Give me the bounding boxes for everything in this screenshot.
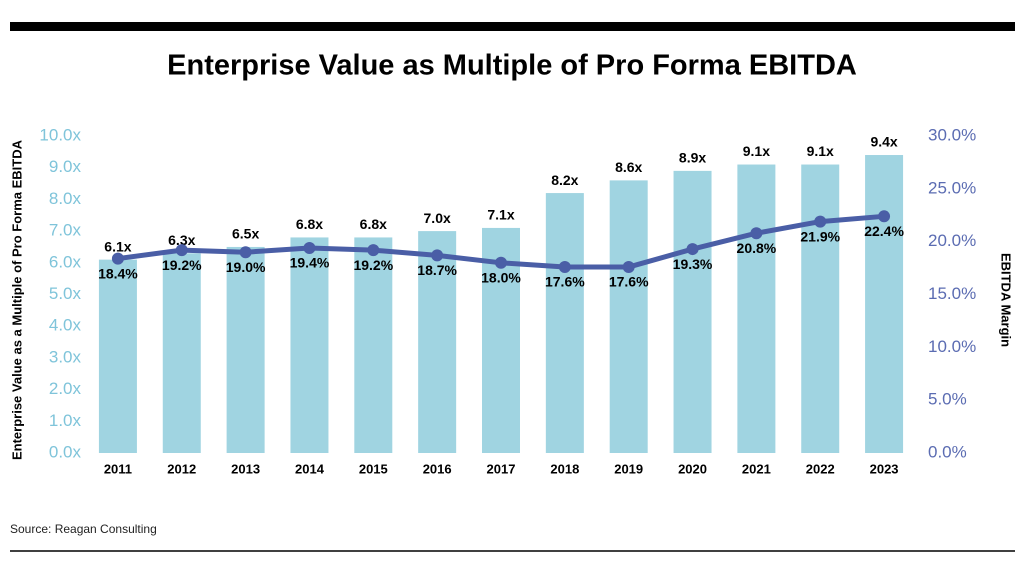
x-tick-label: 2013 xyxy=(231,461,260,476)
source-note: Source: Reagan Consulting xyxy=(10,522,157,536)
bar-value-label: 8.9x xyxy=(679,150,706,166)
y2-tick-label: 30.0% xyxy=(928,125,976,144)
bar-value-label: 6.8x xyxy=(360,216,387,232)
x-tick-label: 2018 xyxy=(550,461,579,476)
y2-tick-label: 10.0% xyxy=(928,337,976,356)
bar xyxy=(545,193,584,453)
y-tick-label: 8.0x xyxy=(49,189,82,208)
bar xyxy=(609,180,648,453)
bar-value-label: 6.3x xyxy=(168,232,195,248)
x-tick-label: 2020 xyxy=(678,461,707,476)
y2-tick-label: 0.0% xyxy=(928,442,967,461)
line-value-label: 18.4% xyxy=(98,265,138,281)
y-tick-label: 2.0x xyxy=(49,379,82,398)
bar-value-label: 7.1x xyxy=(487,207,514,223)
x-tick-label: 2012 xyxy=(167,461,196,476)
line-point xyxy=(814,215,827,228)
y-tick-label: 9.0x xyxy=(49,157,82,176)
line-value-label: 19.2% xyxy=(162,257,202,273)
y-tick-label: 1.0x xyxy=(49,411,82,430)
bar xyxy=(162,253,201,453)
y-axis-title: Enterprise Value as a Multiple of Pro Fo… xyxy=(9,139,24,460)
line-point xyxy=(239,246,252,259)
bar xyxy=(418,231,457,453)
x-tick-label: 2023 xyxy=(870,461,899,476)
y-tick-label: 10.0x xyxy=(39,125,81,144)
line-value-label: 21.9% xyxy=(800,228,840,244)
x-tick-label: 2016 xyxy=(423,461,452,476)
top-rule xyxy=(10,22,1015,31)
y2-tick-label: 15.0% xyxy=(928,284,976,303)
y-tick-label: 0.0x xyxy=(49,442,82,461)
y2-tick-label: 25.0% xyxy=(928,178,976,197)
bar xyxy=(801,164,840,453)
line-point xyxy=(686,243,699,256)
y-tick-label: 6.0x xyxy=(49,252,82,271)
line-point xyxy=(622,261,635,274)
y-tick-label: 3.0x xyxy=(49,347,82,366)
line-point xyxy=(431,249,444,262)
bar-value-label: 6.1x xyxy=(104,238,131,254)
line-value-label: 17.6% xyxy=(545,274,585,290)
y-tick-label: 5.0x xyxy=(49,284,82,303)
x-tick-label: 2011 xyxy=(104,461,132,476)
line-value-label: 19.4% xyxy=(290,255,330,271)
x-tick-label: 2021 xyxy=(742,461,771,476)
x-tick-label: 2017 xyxy=(487,461,516,476)
bar-value-label: 8.2x xyxy=(551,172,578,188)
bar xyxy=(737,164,776,453)
bar xyxy=(673,170,712,453)
line-value-label: 20.8% xyxy=(737,240,777,256)
y-tick-label: 4.0x xyxy=(49,316,82,335)
chart-title: Enterprise Value as Multiple of Pro Form… xyxy=(167,50,857,82)
bar xyxy=(290,237,329,453)
bar xyxy=(354,237,393,453)
y-tick-label: 7.0x xyxy=(49,221,82,240)
line-value-label: 18.0% xyxy=(481,270,521,286)
line-point xyxy=(558,261,571,274)
line-point xyxy=(750,227,763,240)
bar-value-label: 9.4x xyxy=(870,134,897,150)
bar-value-label: 9.1x xyxy=(807,143,834,159)
bar xyxy=(98,259,137,453)
bar-value-label: 6.5x xyxy=(232,226,259,242)
line-point xyxy=(495,256,507,269)
y2-tick-label: 5.0% xyxy=(928,390,967,409)
line-value-label: 19.2% xyxy=(353,257,393,273)
bar-value-label: 7.0x xyxy=(424,210,451,226)
line-value-label: 17.6% xyxy=(609,274,649,290)
line-point xyxy=(111,252,124,265)
bar xyxy=(865,155,904,453)
line-value-label: 19.0% xyxy=(226,259,266,275)
line-point xyxy=(303,242,316,255)
x-tick-label: 2019 xyxy=(614,461,643,476)
x-tick-label: 2014 xyxy=(295,461,325,476)
line-value-label: 18.7% xyxy=(417,262,457,278)
x-tick-label: 2015 xyxy=(359,461,388,476)
y2-tick-label: 20.0% xyxy=(928,231,976,250)
bar xyxy=(226,246,265,453)
bar-value-label: 9.1x xyxy=(743,143,770,159)
bar-value-label: 8.6x xyxy=(615,159,642,175)
x-tick-label: 2022 xyxy=(806,461,835,476)
line-point xyxy=(367,244,380,257)
line-value-label: 19.3% xyxy=(673,256,713,272)
line-point xyxy=(175,244,188,257)
line-point xyxy=(878,210,891,223)
line-value-label: 22.4% xyxy=(864,223,904,239)
y2-axis-title: EBITDA Margin xyxy=(999,253,1014,347)
bar-value-label: 6.8x xyxy=(296,216,323,232)
